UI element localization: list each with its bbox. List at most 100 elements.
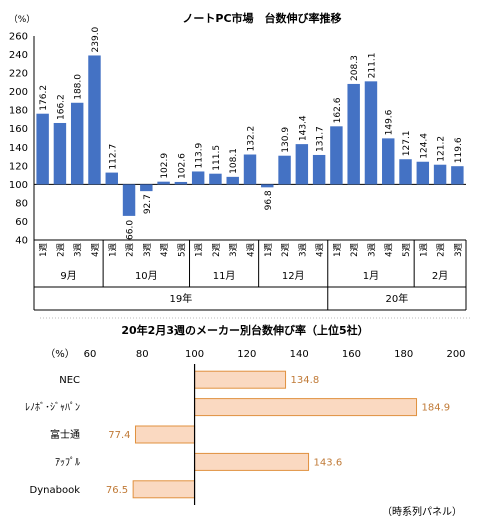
- month-label: 1月: [363, 270, 379, 282]
- x-tick-label: 100: [185, 349, 204, 360]
- maker-value-label: 134.8: [291, 375, 320, 386]
- chart1-value-labels: 176.2 166.2 188.0 239.0 112.7 66.0 92.7 102.9 10…: [39, 26, 464, 240]
- bar-value-label: 108.1: [229, 148, 239, 174]
- week-label: 2週: [212, 243, 222, 257]
- bar-value-label: 102.9: [160, 153, 170, 179]
- week-label: 4週: [91, 243, 101, 257]
- bar: [157, 181, 170, 185]
- bar: [347, 83, 360, 185]
- bar-value-label: 131.7: [316, 126, 326, 152]
- maker-value-label: 184.9: [422, 403, 451, 414]
- chart1-week-labels: 1週 2週 3週 4週 1週 2週 3週 4週 5週 1週 2週 3週 4週 1週 2週 3週 4週 1週 2週 3週…: [39, 243, 464, 257]
- y-tick-label: 100: [9, 180, 28, 191]
- chart1-title: ノートPC市場 台数伸び率推移: [182, 11, 341, 25]
- bar-value-label: 143.4: [298, 115, 308, 141]
- chart1-year-labels: 19年 20年: [170, 287, 409, 310]
- bar: [209, 173, 222, 185]
- maker-bar: [132, 480, 196, 499]
- maker-label: Dynabook: [30, 485, 81, 496]
- x-tick-label: 120: [237, 349, 256, 360]
- y-tick-label: 120: [9, 161, 28, 172]
- week-label: 2週: [437, 243, 447, 257]
- bar-value-label: 112.7: [108, 144, 118, 170]
- y-tick-label: 240: [9, 50, 28, 61]
- maker-growth-chart: 20年2月3週のメーカー別台数伸び率（上位5社） （%） 60 80 100 120 1…: [25, 323, 466, 505]
- y-tick-label: 80: [15, 198, 28, 209]
- bar-value-label: 149.6: [385, 109, 395, 135]
- week-label: 1週: [108, 243, 118, 257]
- chart1-y-axis: 40 60 80 100 120 140 160 180 200 220 240 260: [9, 32, 28, 247]
- bar-value-label: 119.6: [454, 137, 464, 163]
- bar: [70, 102, 84, 185]
- month-label: 11月: [213, 270, 236, 282]
- bar: [243, 154, 257, 185]
- maker-bar: [194, 452, 310, 471]
- y-tick-label: 160: [9, 124, 28, 135]
- chart2-x-unit: （%）: [45, 348, 75, 360]
- month-label: 12月: [282, 270, 305, 282]
- week-label: 3週: [367, 243, 377, 257]
- bar: [416, 161, 430, 185]
- bar-value-label: 188.0: [74, 74, 84, 100]
- month-label: 9月: [60, 270, 76, 282]
- bar: [433, 164, 447, 185]
- bar: [122, 184, 136, 216]
- bar: [399, 159, 412, 185]
- bar: [295, 144, 309, 185]
- week-label: 4週: [160, 243, 170, 257]
- x-tick-label: 180: [394, 349, 413, 360]
- maker-value-label: 77.4: [108, 430, 130, 441]
- bar: [382, 138, 395, 185]
- week-label: 3週: [229, 243, 239, 257]
- bar-value-label: 166.2: [56, 94, 66, 120]
- y-tick-label: 260: [9, 32, 28, 43]
- week-label: 2週: [281, 243, 291, 257]
- bar: [364, 81, 378, 185]
- chart1-y-unit: （%）: [9, 14, 36, 25]
- bar: [88, 55, 101, 185]
- month-label: 10月: [135, 270, 158, 282]
- bar-value-label: 121.2: [437, 136, 447, 162]
- bar-value-label: 66.0: [126, 220, 136, 240]
- week-label: 3週: [74, 243, 84, 257]
- week-label: 5週: [402, 243, 412, 257]
- bar-value-label: 176.2: [39, 85, 49, 111]
- week-label: 2週: [350, 243, 360, 257]
- bar-value-label: 124.4: [419, 133, 429, 159]
- bar: [261, 184, 274, 188]
- week-label: 2週: [56, 243, 66, 257]
- y-tick-label: 200: [9, 87, 28, 98]
- maker-bar: [194, 370, 287, 389]
- week-label: 5週: [177, 243, 187, 257]
- maker-label: ﾚﾉﾎﾞ･ｼﾞｬﾊﾟﾝ: [25, 402, 80, 414]
- bar-value-label: 92.7: [143, 194, 153, 214]
- week-label: 1週: [264, 243, 274, 257]
- weekly-growth-chart: ノートPC市場 台数伸び率推移 （%） 40 60 80 100 120 140 160 18…: [9, 11, 467, 311]
- chart1-month-labels: 9月 10月 11月 12月 1月 2月: [34, 240, 466, 288]
- week-label: 2週: [126, 243, 136, 257]
- chart1-bars: [36, 55, 464, 216]
- bar-value-label: 111.5: [212, 145, 222, 171]
- maker-bar: [134, 425, 196, 444]
- week-label: 4週: [247, 243, 257, 257]
- y-tick-label: 220: [9, 69, 28, 80]
- y-tick-label: 40: [15, 236, 28, 247]
- month-label: 2月: [432, 270, 448, 282]
- maker-label: ｱｯﾌﾟﾙ: [55, 456, 80, 468]
- year-label: 19年: [170, 292, 193, 305]
- chart2-x-axis: 60 80 100 120 140 160 180 200: [84, 349, 466, 360]
- week-label: 4週: [316, 243, 326, 257]
- week-label: 3週: [298, 243, 308, 257]
- bar: [191, 171, 205, 185]
- x-tick-label: 200: [446, 349, 465, 360]
- week-label: 3週: [454, 243, 464, 257]
- year-label: 20年: [386, 292, 409, 305]
- chart2-bars: [132, 370, 418, 499]
- bar: [105, 172, 118, 185]
- footnote: （時系列パネル）: [382, 505, 462, 518]
- week-label: 1週: [39, 243, 49, 257]
- bar: [278, 155, 291, 185]
- bar: [312, 154, 326, 185]
- week-label: 4週: [385, 243, 395, 257]
